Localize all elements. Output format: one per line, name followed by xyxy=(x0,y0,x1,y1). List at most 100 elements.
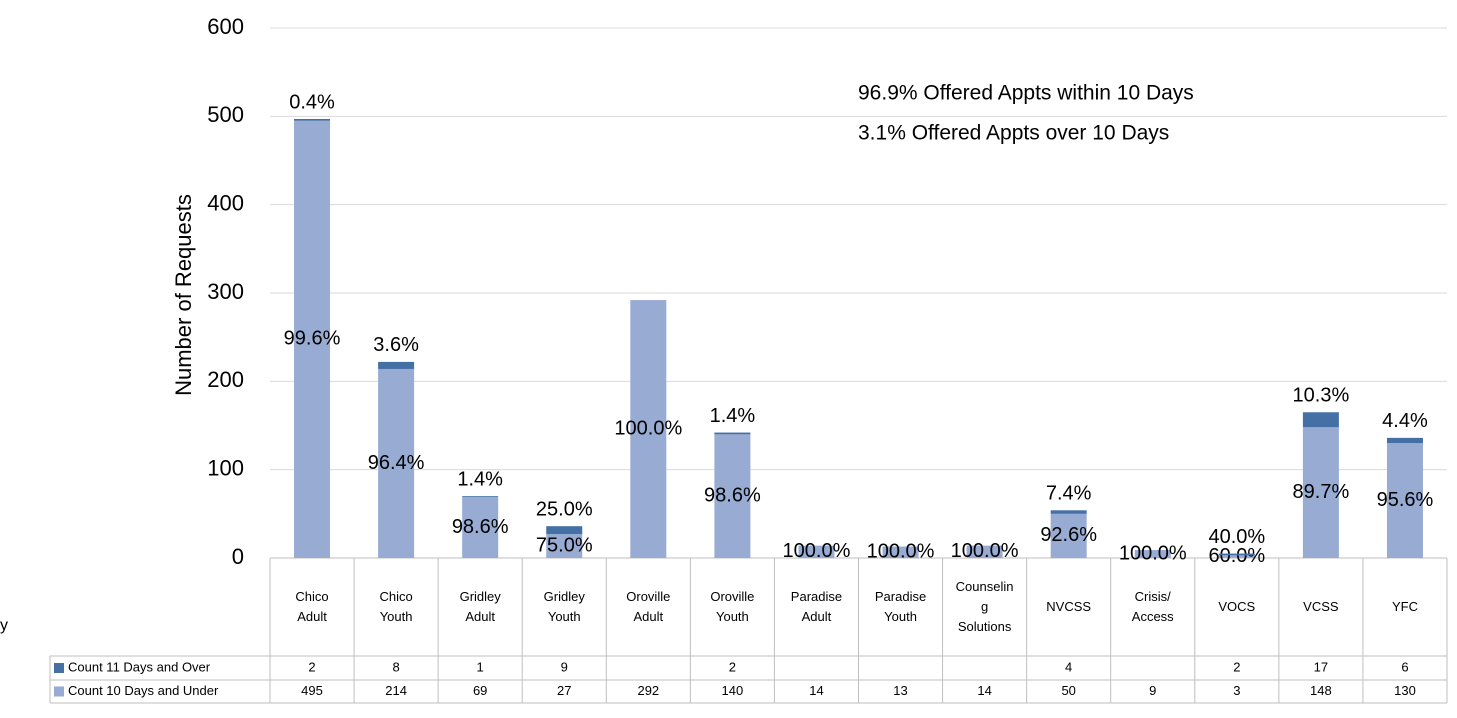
x-tick-label: VCSS xyxy=(1303,599,1339,614)
bar xyxy=(1050,513,1087,558)
table-value: 1 xyxy=(477,659,484,674)
category-cell: Paradise Adult xyxy=(790,589,843,624)
table-value: 2 xyxy=(1233,659,1240,674)
table-value: 292 xyxy=(637,683,659,698)
table-value: 69 xyxy=(473,683,487,698)
y-tick-label: 100 xyxy=(207,455,244,480)
category-cell: Oroville Youth xyxy=(710,589,755,624)
bar xyxy=(378,361,415,369)
category-cell: VCSS xyxy=(1303,599,1339,614)
bar xyxy=(1134,550,1171,558)
category-cell: Gridley Adult xyxy=(460,589,501,624)
table-value: 2 xyxy=(729,659,736,674)
bar xyxy=(1218,555,1255,558)
legend-key xyxy=(54,686,64,697)
data-label: 99.6% xyxy=(284,328,341,350)
table-value: 148 xyxy=(1310,683,1332,698)
table-value: 495 xyxy=(301,683,323,698)
category-cell: Crisis/ Access xyxy=(1131,589,1174,624)
x-tick-label: Chico Youth xyxy=(379,589,413,624)
bar xyxy=(378,368,415,558)
bar xyxy=(798,545,835,558)
x-tick-label: YFC xyxy=(1391,599,1418,614)
data-label: 40.0% xyxy=(1208,526,1265,548)
data-label: 3.6% xyxy=(373,334,419,356)
table-value: 8 xyxy=(392,659,399,674)
category-cell: VOCS xyxy=(1218,599,1256,614)
data-label: 60.0% xyxy=(1208,545,1265,567)
data-label: 10.3% xyxy=(1293,385,1350,407)
bar xyxy=(1302,427,1339,558)
table-value: 140 xyxy=(722,683,744,698)
data-label: 4.4% xyxy=(1382,410,1428,432)
data-label: 89.7% xyxy=(1293,481,1350,503)
bar xyxy=(1302,412,1339,428)
data-label: 100.0% xyxy=(614,417,682,439)
y-axis-label: Number of Requests xyxy=(171,194,196,396)
category-cell: Oroville Adult xyxy=(626,589,671,624)
category-cell: Paradise Youth xyxy=(874,589,927,624)
table-value: 9 xyxy=(1149,683,1156,698)
x-tick-label: Paradise Adult xyxy=(790,589,843,624)
data-label: 96.4% xyxy=(368,452,425,474)
bar xyxy=(966,545,1003,558)
x-tick-label: Paradise Youth xyxy=(874,589,927,624)
table-value: 50 xyxy=(1061,683,1075,698)
bar xyxy=(630,300,667,558)
data-label: 0.4% xyxy=(289,91,335,113)
data-label: 100.0% xyxy=(951,540,1019,562)
y-tick-label: 500 xyxy=(207,102,244,127)
table-value: 17 xyxy=(1314,659,1328,674)
bar xyxy=(546,526,583,535)
table-value: 2 xyxy=(308,659,315,674)
table-value: 14 xyxy=(809,683,823,698)
bar xyxy=(1218,553,1255,556)
data-label: 100.0% xyxy=(867,541,935,563)
data-label: 95.6% xyxy=(1377,489,1434,511)
table-value: 3 xyxy=(1233,683,1240,698)
table-value: 214 xyxy=(385,683,407,698)
category-cell: Chico Youth xyxy=(379,589,413,624)
data-label: 98.6% xyxy=(452,516,509,538)
table-value: 27 xyxy=(557,683,571,698)
legend-key xyxy=(54,663,64,673)
x-tick-label: Oroville Adult xyxy=(626,589,671,624)
data-label: 1.4% xyxy=(457,468,503,490)
bar xyxy=(882,546,919,558)
bar xyxy=(714,434,751,558)
table-value: 6 xyxy=(1401,659,1408,674)
y-tick-label: 200 xyxy=(207,367,244,392)
annotation: 96.9% Offered Appts within 10 Days xyxy=(858,82,1194,105)
data-label: 25.0% xyxy=(536,498,593,520)
bar xyxy=(462,496,499,498)
legend-label: Count 11 Days and Over xyxy=(68,659,211,674)
bar xyxy=(1050,510,1087,514)
bar xyxy=(1386,437,1423,444)
bar xyxy=(714,432,751,435)
table-value: 13 xyxy=(893,683,907,698)
category-cell: Gridley Youth xyxy=(543,589,585,624)
bar xyxy=(546,534,583,558)
annotation: 3.1% Offered Appts over 10 Days xyxy=(858,122,1169,145)
bar xyxy=(294,118,331,121)
x-tick-label: Crisis/ Access xyxy=(1131,589,1174,624)
table-value: 4 xyxy=(1065,659,1072,674)
category-cell: Counseling Solutions xyxy=(955,579,1014,634)
data-label: 75.0% xyxy=(536,534,593,556)
category-cell: NVCSS xyxy=(1046,599,1091,614)
y-tick-label: 300 xyxy=(207,279,244,304)
x-tick-label: Counseling Solutions xyxy=(955,579,1014,634)
x-tick-label: Gridley Youth xyxy=(543,589,585,624)
y-tick-label: 600 xyxy=(207,14,244,39)
x-tick-label: VOCS xyxy=(1218,599,1256,614)
data-label: 7.4% xyxy=(1046,483,1092,505)
x-tick-label: Oroville Youth xyxy=(710,589,755,624)
category-cell: Chico Adult xyxy=(295,589,328,624)
bar xyxy=(462,497,499,558)
bar xyxy=(294,120,331,558)
y-tick-label: 0 xyxy=(232,544,244,569)
data-label: 100.0% xyxy=(783,540,851,562)
legend-label: Count 10 Days and Under xyxy=(68,683,219,698)
data-label: 92.6% xyxy=(1040,524,1097,546)
